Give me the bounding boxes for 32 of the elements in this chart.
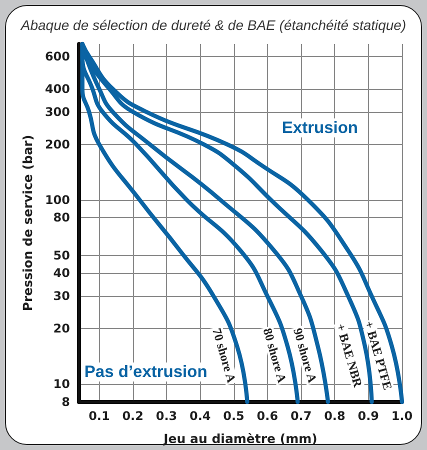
annotation: Pas d’extrusion — [84, 362, 208, 381]
y-tick-label: 600 — [44, 49, 70, 64]
x-tick-label: 0.2 — [122, 409, 144, 423]
chart-title: Abaque de sélection de dureté & de BAE (étanchéité statique) — [20, 17, 406, 33]
y-tick-label: 10 — [53, 377, 70, 392]
text: + BAE NBR — [333, 322, 366, 390]
x-tick-label: 0.5 — [223, 409, 244, 423]
x-axis-title: Jeu au diamètre (mm) — [162, 431, 318, 446]
text: 80 shore A — [260, 326, 290, 384]
y-tick-label: 100 — [44, 192, 70, 207]
x-tick-label: 0.1 — [88, 409, 110, 423]
x-tick-label: 1.0 — [391, 409, 413, 423]
y-tick-label: 80 — [53, 210, 70, 225]
y-tick-label: 300 — [44, 104, 70, 119]
annotation: Extrusion — [282, 118, 358, 137]
x-tick-label: 0.6 — [256, 409, 278, 423]
y-tick-label: 20 — [53, 322, 70, 336]
x-tick-label: 0.9 — [358, 409, 379, 423]
x-tick-label: 0.7 — [290, 409, 312, 423]
x-tick-label: 0.4 — [189, 409, 211, 423]
x-tick-label: 0.3 — [156, 409, 178, 423]
y-tick-label: 50 — [53, 248, 70, 262]
text: 70 shore A — [210, 326, 238, 384]
text: 90 shore A — [290, 326, 320, 384]
y-tick-label: 8 — [62, 395, 70, 409]
text: + BAE PTFE — [362, 319, 395, 392]
y-axis-title: Pression de service (bar) — [20, 134, 36, 312]
y-tick-label: 400 — [44, 82, 70, 96]
x-tick-label: 0.8 — [324, 409, 346, 423]
y-tick-label: 200 — [44, 137, 70, 152]
y-tick-label: 30 — [53, 289, 70, 304]
y-tick-label: 40 — [53, 266, 70, 280]
